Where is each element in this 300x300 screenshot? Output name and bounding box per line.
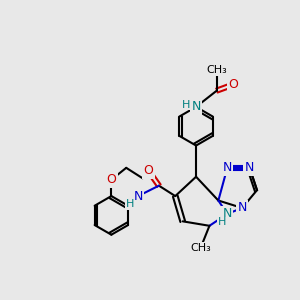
Text: N: N (223, 207, 232, 220)
Text: N: N (238, 202, 247, 214)
Text: N: N (245, 161, 254, 174)
Text: N: N (134, 190, 143, 202)
Text: H: H (218, 217, 226, 227)
Text: O: O (106, 173, 116, 186)
Text: H: H (182, 100, 191, 110)
Text: H: H (126, 199, 134, 209)
Text: N: N (223, 161, 232, 174)
Text: N: N (191, 100, 201, 113)
Text: CH₃: CH₃ (190, 243, 211, 253)
Text: N: N (238, 202, 247, 214)
Text: N: N (245, 161, 254, 174)
Text: O: O (144, 164, 154, 177)
Text: O: O (228, 78, 238, 91)
Text: N: N (223, 161, 232, 174)
Text: CH₃: CH₃ (206, 65, 227, 75)
